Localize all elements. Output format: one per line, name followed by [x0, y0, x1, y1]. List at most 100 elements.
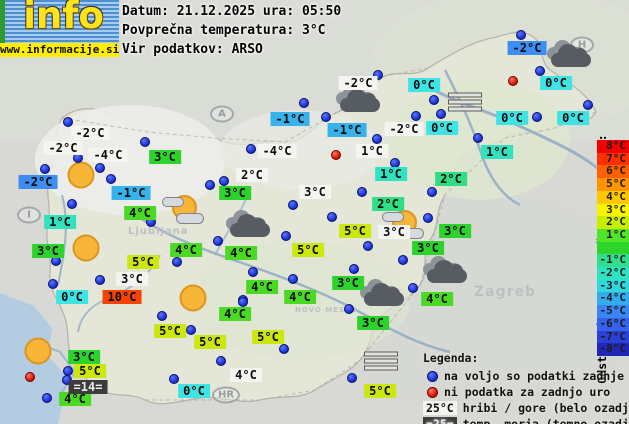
cloud-part — [573, 48, 587, 62]
station-dot-blue — [288, 274, 298, 284]
station-dot-blue — [411, 111, 421, 121]
station-dot-blue — [95, 275, 105, 285]
station-dot-blue — [216, 356, 226, 366]
station-temp-label: 1°C — [44, 215, 76, 229]
station-dot-blue — [238, 297, 248, 307]
station-dot-blue — [321, 112, 331, 122]
scale-cell: 2°C — [597, 216, 629, 229]
site-logo[interactable]: info www.informacije.si — [0, 0, 119, 57]
station-temp-label: -2°C — [507, 41, 547, 55]
logo-url-link[interactable]: www.informacije.si — [0, 43, 120, 57]
station-dot-blue — [299, 98, 309, 108]
cloud-part — [434, 260, 454, 280]
station-dot-blue — [372, 134, 382, 144]
legend-chip: =25= — [423, 417, 457, 424]
station-temp-label: -1°C — [327, 123, 367, 137]
station-temp-label: -2°C — [70, 126, 110, 140]
fog-shape — [364, 351, 398, 371]
station-dot-blue — [157, 311, 167, 321]
station-temp-label: 3°C — [219, 186, 251, 200]
sun-cloud-shape — [162, 193, 208, 227]
legend-item: na voljo so podatki zadnje ure — [423, 368, 629, 384]
cloud-shape — [421, 256, 467, 285]
station-temp-label: 3°C — [332, 276, 364, 290]
station-temp-label: 5°C — [154, 324, 186, 338]
station-dot-blue — [398, 255, 408, 265]
station-temp-label: 3°C — [68, 350, 100, 364]
sun-cloud-icon — [162, 193, 208, 227]
legend-title: Legenda: — [423, 351, 479, 365]
station-temp-label: -2°C — [338, 76, 378, 90]
station-temp-label: 4°C — [59, 392, 91, 406]
station-temp-label: 0°C — [56, 290, 88, 304]
station-temp-label: 3°C — [378, 225, 410, 239]
city-label: Zagreb — [474, 284, 537, 300]
fog-bar — [364, 358, 398, 364]
legend-item-text: ni podatka za zadnjo uro — [444, 385, 611, 399]
station-dot-blue — [42, 393, 52, 403]
station-dot-blue — [583, 100, 593, 110]
legend-item: 25°C hribi / gore (belo ozadje) — [423, 400, 629, 416]
station-dot-blue — [357, 187, 367, 197]
header-source-line: Vir podatkov: ARSO — [122, 42, 263, 57]
station-temp-label: 10°C — [102, 290, 142, 304]
station-dot-blue — [95, 163, 105, 173]
scale-cell: -7°C — [597, 330, 629, 344]
station-temp-label: 1°C — [356, 144, 388, 158]
sun-icon — [179, 284, 207, 312]
station-temp-label: 5°C — [127, 255, 159, 269]
station-dot-blue — [106, 174, 116, 184]
cloud-part — [237, 214, 257, 234]
scale-cell: 6°C — [597, 165, 629, 179]
legend-chip: 25°C — [423, 401, 457, 415]
logo-stripes-background — [0, 0, 119, 43]
station-dot-blue — [535, 66, 545, 76]
station-temp-label: =14= — [68, 380, 108, 394]
map-header: Datum: 21.12.2025 ura: 05:50 Povprečna t… — [122, 2, 341, 59]
station-dot-blue — [473, 133, 483, 143]
station-dot-blue — [219, 176, 229, 186]
station-temp-label: 3°C — [32, 244, 64, 258]
legend-item: =25= temp. morja (temno ozadje) — [423, 416, 629, 424]
header-average-temp-line: Povprečna temperatura: 3°C — [122, 23, 326, 38]
station-temp-label: 5°C — [339, 224, 371, 238]
station-dot-red — [25, 372, 35, 382]
scale-cell: 1°C — [597, 228, 629, 242]
station-dot-blue — [172, 257, 182, 267]
station-temp-label: 0°C — [426, 121, 458, 135]
sun-icon — [72, 234, 100, 262]
header-date-line: Datum: 21.12.2025 ura: 05:50 — [122, 4, 342, 19]
station-dot-blue — [427, 187, 437, 197]
station-temp-label: -4°C — [257, 144, 297, 158]
station-temp-label: 0°C — [540, 76, 572, 90]
sun-disc — [72, 234, 100, 262]
legend: Legenda: na voljo so podatki zadnje ure n… — [423, 351, 629, 424]
fog-icon — [364, 351, 398, 373]
station-temp-label: 3°C — [357, 316, 389, 330]
legend-item-text: na voljo so podatki zadnje ure — [444, 369, 629, 383]
cloud-part — [162, 197, 184, 207]
sun-disc — [179, 284, 207, 312]
station-dot-blue — [429, 95, 439, 105]
scale-cell: -6°C — [597, 317, 629, 331]
station-dot-blue — [140, 137, 150, 147]
scale-cell: -2°C — [597, 266, 629, 280]
station-temp-label: 2°C — [435, 172, 467, 186]
scale-cell: -5°C — [597, 305, 629, 318]
station-temp-label: 0°C — [557, 111, 589, 125]
station-dot-blue — [67, 199, 77, 209]
country-marker-a: A — [210, 105, 234, 123]
deviation-color-scale: 8°C 7°C 6°C 5°C 4°C 3°C 2°C 1°C -1°C -2°C -3°C -4°C… — [597, 139, 629, 356]
station-temp-label: 3°C — [116, 272, 148, 286]
legend-item: ni podatka za zadnjo uro — [423, 384, 629, 400]
station-dot-blue — [344, 304, 354, 314]
scale-cell: 8°C — [597, 139, 629, 153]
cloud-shape — [545, 40, 591, 69]
station-temp-label: 4°C — [225, 246, 257, 260]
station-temp-label: 3°C — [439, 224, 471, 238]
station-temp-label: 2°C — [372, 197, 404, 211]
station-dot-blue — [186, 325, 196, 335]
station-dot-blue — [373, 70, 383, 80]
station-temp-label: 0°C — [496, 111, 528, 125]
scale-cell — [597, 241, 629, 255]
